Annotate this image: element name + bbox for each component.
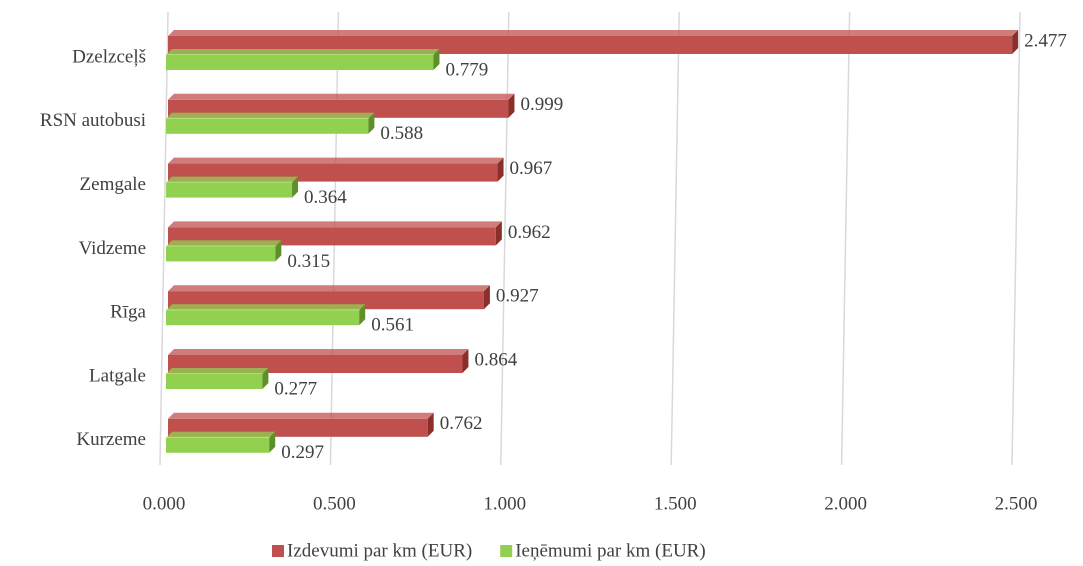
bar-top [168, 349, 469, 355]
bar-side [1012, 30, 1019, 54]
bar-side [269, 431, 276, 453]
bar-top [166, 368, 269, 374]
bar-top [166, 176, 299, 183]
bar-top [168, 93, 515, 100]
bar-top [166, 304, 366, 311]
bar-side [495, 221, 502, 246]
y-tick-label: Zemgale [80, 174, 146, 195]
bar-side [483, 285, 490, 310]
x-tick-label: 2.000 [824, 493, 867, 514]
data-label: 0.277 [274, 378, 317, 399]
grid-line [670, 11, 680, 466]
grid-line [500, 11, 510, 466]
legend-label: Izdevumi par km (EUR) [287, 540, 472, 561]
bar [166, 246, 276, 262]
grid-line [840, 11, 851, 466]
bar-top [168, 285, 490, 292]
bar-side [292, 176, 299, 198]
bar-side [275, 240, 282, 262]
x-tick-label: 2.500 [995, 493, 1038, 514]
y-tick-label: Vidzeme [79, 238, 146, 259]
bar-side [433, 49, 440, 70]
bar-top [166, 49, 440, 55]
bar-top [168, 30, 1019, 36]
bar-side [497, 157, 504, 182]
data-label: 0.864 [474, 349, 517, 370]
data-label: 0.364 [304, 187, 347, 208]
x-tick-label: 0.000 [143, 493, 186, 514]
bar-side [368, 112, 375, 134]
data-label: 0.967 [510, 158, 553, 179]
y-tick-label: Latgale [89, 365, 146, 386]
x-tick-label: 1.500 [654, 493, 697, 514]
data-label: 0.315 [287, 251, 330, 272]
bar [166, 55, 434, 70]
legend-label: Ieņēmumi par km (EUR) [515, 540, 705, 561]
data-label: 0.779 [445, 59, 488, 80]
data-label: 2.477 [1024, 30, 1067, 51]
bar-top [168, 221, 502, 228]
y-tick-label: Rīga [110, 302, 146, 323]
bar-side [359, 304, 366, 326]
data-label: 0.962 [508, 222, 551, 243]
bar [166, 437, 270, 453]
data-label: 0.927 [496, 286, 539, 307]
legend-swatch [500, 545, 513, 557]
bar-side [262, 368, 269, 389]
bar [166, 118, 369, 134]
bar [166, 310, 360, 326]
bar [166, 182, 293, 198]
data-label: 0.762 [440, 413, 483, 434]
bar [166, 374, 263, 389]
y-tick-label: RSN autobusi [40, 110, 146, 131]
bar-top [168, 157, 504, 164]
bar-side [508, 93, 515, 118]
legend-swatch [272, 545, 284, 557]
x-tick-label: 1.000 [483, 493, 526, 514]
bar-top [168, 412, 434, 419]
data-label: 0.588 [380, 123, 423, 144]
bar-top [166, 112, 375, 119]
bar-side [462, 349, 469, 373]
bar-top [166, 240, 282, 247]
y-tick-label: Dzelzceļš [72, 46, 146, 67]
data-label: 0.999 [520, 94, 563, 115]
y-tick-label: Kurzeme [76, 429, 146, 450]
data-label: 0.561 [371, 315, 414, 336]
x-tick-label: 0.500 [313, 493, 356, 514]
grid-line [159, 11, 169, 466]
data-label: 0.297 [281, 442, 324, 463]
bar-side [427, 412, 434, 437]
bar-top [166, 431, 276, 438]
grid-line [1011, 11, 1021, 466]
